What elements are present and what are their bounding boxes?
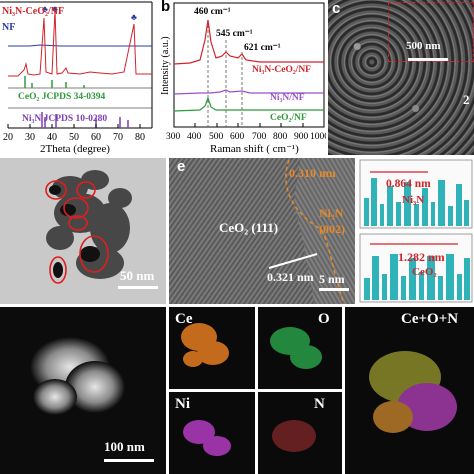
map-n: N [258, 392, 342, 474]
scale-bar [319, 288, 349, 291]
scale-bar [104, 459, 154, 462]
x-tick-label: 1000 [310, 132, 326, 142]
panel-f-haadf: 100 nm [0, 307, 166, 474]
tem-image [45, 170, 132, 284]
map-merged: Ce+O+N [345, 307, 474, 474]
raman-trace-ceo2 [173, 96, 324, 112]
plot-frame [173, 2, 325, 128]
map-ni: Ni [169, 392, 255, 474]
x-axis-label: 2Theta (degree) [40, 143, 110, 155]
panel-b-raman: Intensity (a.u.) 460 cm⁻¹ 545 cm⁻¹ 621 c… [160, 0, 326, 155]
map-label: Ce+O+N [401, 311, 459, 327]
peak-marker: ♣ [42, 4, 48, 14]
x-tick-label: 900 [294, 132, 309, 142]
inset-box [388, 2, 474, 62]
panel-c-sem: c 500 nm 2 [328, 0, 474, 155]
profile-bars-bottom [364, 254, 470, 300]
x-tick-label: 20 [3, 132, 13, 143]
map-label: Ni [175, 396, 190, 412]
scale-label: 50 nm [120, 268, 155, 283]
ceo2-ref-sticks [24, 76, 85, 88]
peak-marker: ♣ [52, 4, 58, 14]
panel-letter: e [177, 158, 186, 175]
profile-phase: Ni₃N [402, 194, 425, 206]
x-tick-label: 600 [230, 132, 245, 142]
peak-marker: ♣ [131, 12, 137, 22]
phase-label: CeO₂ (111) [219, 220, 279, 235]
map-o: O [258, 307, 342, 389]
series-label: Ni₃N-CeO₂/NF [252, 65, 311, 75]
peak-label: 460 cm⁻¹ [194, 7, 231, 17]
x-tick-label: 70 [113, 132, 123, 143]
haadf-image [30, 337, 125, 415]
profile-phase: CeO₂ [412, 266, 437, 278]
ref-label-ceo2: CeO₂ JCPDS 34-0394 [18, 92, 106, 102]
panel-a-xrd: ♣ ♣ ♣ 20 30 40 50 60 [0, 0, 160, 155]
map-label: Ce [175, 311, 193, 327]
profile-value: 1.282 nm [398, 250, 445, 264]
spacing-label: 0.321 nm [267, 270, 314, 284]
panel-e-profiles: 0.864 nm Ni₃N 1.282 nm CeO₂ [358, 158, 474, 304]
x-tick-label: 60 [91, 132, 101, 143]
spacing-marker [268, 253, 318, 269]
x-tick-label: 40 [47, 132, 57, 143]
map-ce: Ce [169, 307, 255, 389]
map-label: N [314, 396, 325, 412]
phase-boundary [285, 159, 345, 304]
panel-d-tem: 50 nm [0, 158, 166, 304]
x-tick-label: 80 [135, 132, 145, 143]
peak-label: 621 cm⁻¹ [244, 43, 281, 53]
xrd-plot: ♣ ♣ ♣ 20 30 40 50 60 [0, 1, 153, 155]
raman-trace-ni3n [173, 89, 324, 95]
profile-bars-top [364, 178, 469, 226]
spacing-label: 0.310 nm [289, 166, 336, 180]
x-tick-label: 500 [209, 132, 224, 142]
x-tick-label: 700 [252, 132, 267, 142]
raman-trace-main [173, 19, 324, 65]
ref-label-ni3n: Ni₃N JCPDS 10-0280 [22, 114, 107, 124]
peak-guides [207, 20, 243, 127]
legend-nf: NF [2, 22, 15, 33]
panel-letter: b [161, 0, 171, 15]
y-axis-label: Intensity (a.u.) [160, 36, 171, 95]
panel-letter: c [332, 0, 341, 17]
profile-value: 0.864 nm [386, 178, 431, 190]
x-tick-label: 800 [273, 132, 288, 142]
scale-label: 500 nm [406, 40, 441, 52]
x-tick-label: 30 [25, 132, 35, 143]
x-axis-label: Raman shift ( cm⁻¹) [210, 143, 299, 155]
x-tick-label: 400 [187, 132, 202, 142]
xrd-trace-nf [8, 44, 152, 47]
raman-plot: Intensity (a.u.) 460 cm⁻¹ 545 cm⁻¹ 621 c… [160, 2, 326, 155]
map-label: O [318, 311, 330, 327]
scale-label: 5 nm [319, 272, 345, 286]
scale-bar [118, 286, 158, 289]
x-tick-label: 50 [69, 132, 79, 143]
series-label: CeO₂/NF [270, 113, 307, 123]
plane-label: (002) [319, 222, 345, 236]
highlight-circles [45, 180, 109, 284]
hrtem-overlay [268, 159, 345, 304]
profile-plots [359, 159, 473, 303]
panel-e-hrtem: e 0.310 nm Ni₃N (002) CeO₂ (111) 0.321 n… [169, 158, 355, 304]
peak-label: 545 cm⁻¹ [216, 29, 253, 39]
x-tick-label: 300 [166, 132, 181, 142]
xrd-trace-main [8, 9, 152, 77]
scale-label: 100 nm [104, 439, 145, 454]
phase-label: Ni₃N [319, 206, 344, 220]
legend-main: Ni₃N-CeO₂/NF [2, 6, 64, 17]
side-label: 2 [463, 92, 470, 107]
scale-bar [408, 58, 448, 61]
series-label: Ni₃N/NF [270, 93, 305, 103]
